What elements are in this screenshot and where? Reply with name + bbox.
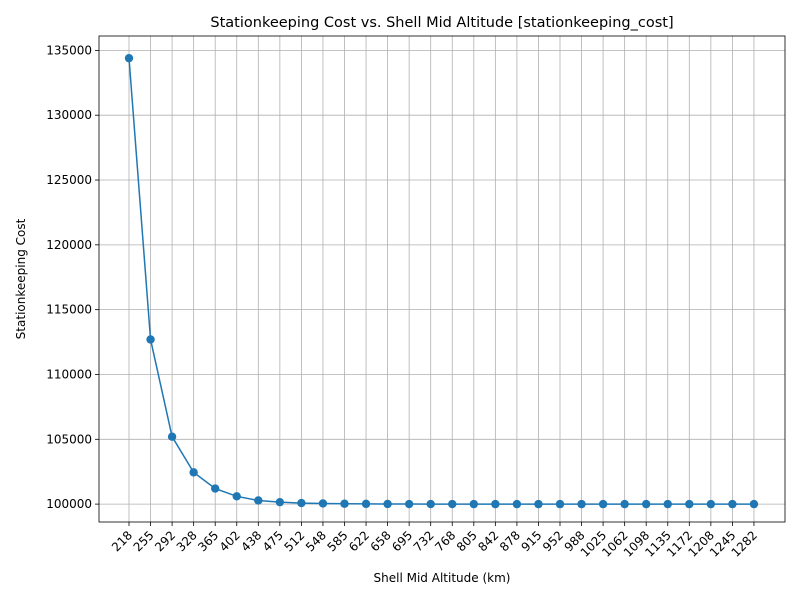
data-point — [318, 499, 328, 508]
data-point — [728, 499, 737, 509]
axis-ticks: 2182552923283654024384755125485856226586… — [46, 43, 760, 559]
y-tick-label: 130000 — [46, 108, 92, 122]
data-point — [512, 499, 522, 509]
chart-title: Stationkeeping Cost vs. Shell Mid Altitu… — [210, 15, 673, 31]
x-tick-label: 365 — [195, 528, 221, 554]
data-point — [211, 484, 220, 493]
x-tick-label: 438 — [238, 528, 264, 554]
x-tick-label: 475 — [260, 528, 286, 554]
x-tick-label: 402 — [217, 528, 243, 554]
x-tick-label: 585 — [325, 528, 351, 554]
y-tick-label: 125000 — [46, 173, 92, 187]
x-tick-label: 952 — [540, 528, 566, 554]
x-tick-label: 842 — [475, 528, 501, 554]
x-tick-label: 878 — [497, 528, 523, 554]
data-point — [167, 432, 177, 441]
data-point — [189, 468, 198, 477]
x-tick-label: 915 — [518, 528, 544, 554]
data-point — [620, 499, 629, 509]
data-point — [706, 499, 716, 509]
data-points — [124, 53, 759, 509]
x-tick-label: 328 — [174, 528, 200, 554]
data-point — [232, 492, 241, 501]
data-point — [340, 499, 349, 508]
y-axis-label: Stationkeeping Cost — [14, 218, 28, 339]
data-point — [146, 335, 155, 344]
y-tick-label: 135000 — [46, 43, 92, 57]
data-point — [469, 499, 478, 509]
x-tick-label: 768 — [432, 528, 458, 554]
x-tick-label: 658 — [368, 528, 394, 554]
data-point — [448, 499, 457, 509]
series-line — [128, 58, 754, 505]
data-point — [491, 499, 500, 509]
data-point — [555, 499, 565, 509]
x-tick-label: 255 — [131, 528, 157, 554]
y-tick-label: 100000 — [46, 497, 92, 511]
x-axis-label: Shell Mid Altitude (km) — [374, 571, 511, 585]
y-tick-label: 110000 — [46, 367, 92, 381]
y-tick-label: 115000 — [46, 303, 92, 317]
y-tick-label: 120000 — [46, 238, 92, 252]
grid-lines — [99, 36, 785, 522]
x-tick-label: 218 — [109, 528, 135, 554]
data-point — [534, 499, 543, 509]
data-point — [663, 499, 672, 509]
x-tick-label: 292 — [152, 528, 178, 554]
data-point — [124, 53, 134, 63]
data-point — [275, 497, 285, 507]
x-tick-label: 695 — [389, 528, 415, 554]
x-tick-label: 548 — [303, 528, 329, 554]
data-point — [361, 499, 371, 509]
data-point — [749, 499, 759, 509]
data-point — [383, 499, 392, 509]
data-point — [577, 499, 586, 509]
plot-area — [98, 35, 786, 523]
data-point — [642, 499, 651, 509]
data-point — [254, 496, 263, 505]
x-tick-label: 622 — [346, 528, 372, 554]
data-point — [297, 498, 306, 508]
data-point — [685, 499, 694, 509]
x-tick-label: 805 — [454, 528, 480, 554]
data-point — [598, 499, 608, 509]
data-point — [404, 499, 414, 509]
data-point — [426, 499, 435, 509]
y-tick-label: 105000 — [46, 432, 92, 446]
x-tick-label: 512 — [281, 528, 307, 554]
x-tick-label: 732 — [411, 528, 437, 554]
